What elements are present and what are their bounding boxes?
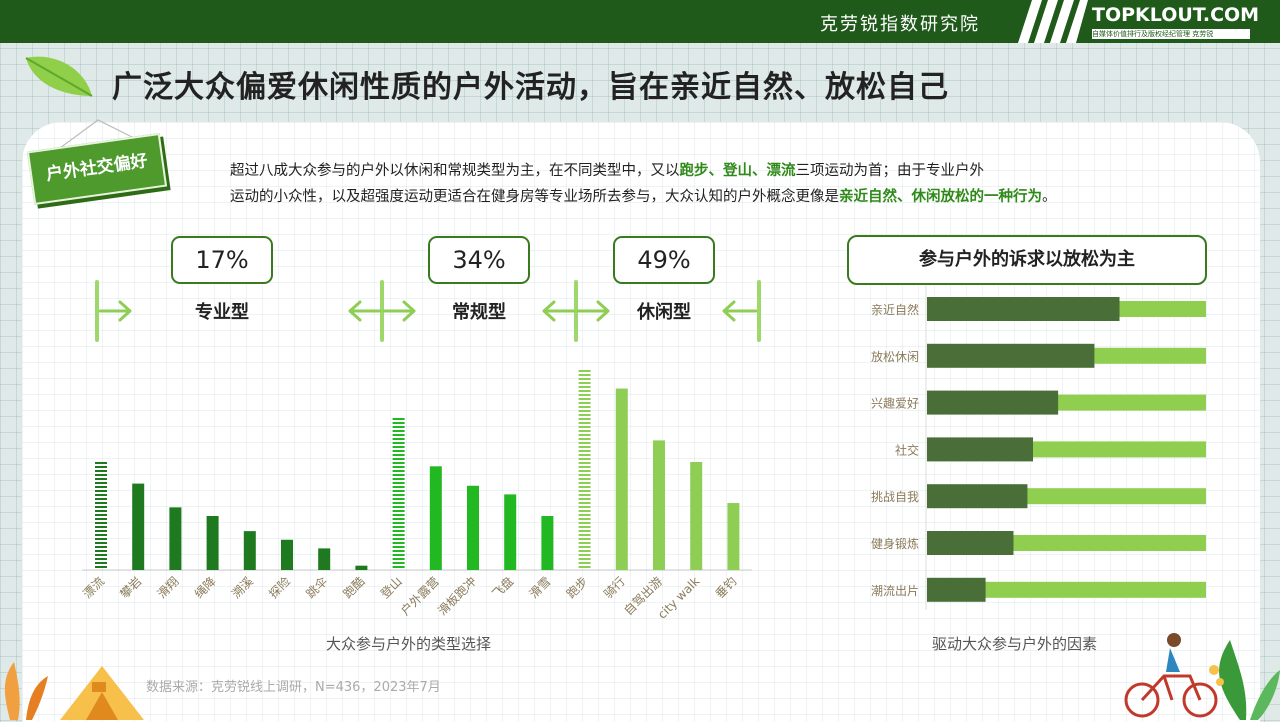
logo-stripes-icon — [1018, 0, 1088, 43]
hbar-track — [927, 581, 1206, 598]
bar — [206, 516, 219, 570]
bar — [243, 531, 256, 570]
segment-leisure: 49% 休闲型 — [613, 236, 715, 323]
bars — [95, 370, 740, 570]
bar — [318, 548, 331, 570]
desc-text-4: 。 — [1042, 189, 1057, 205]
hbar — [927, 297, 1120, 321]
hbar — [927, 390, 1059, 415]
desc-text-3: 运动的小众性，以及超强度运动更适合在健身房等专业场所去参与，大众认知的户外概念更… — [230, 189, 839, 205]
segment-label: 休闲型 — [636, 301, 691, 323]
y-tick-label: 兴趣爱好 — [871, 396, 919, 411]
desc-highlight-1: 跑步、登山、漂流 — [679, 163, 796, 179]
right-chart-caption: 驱动大众参与户外的因素 — [932, 635, 1098, 653]
y-tick-label: 社交 — [895, 442, 919, 457]
hbar — [927, 484, 1028, 509]
segment-professional: 17% 专业型 — [171, 236, 273, 323]
y-tick-label: 挑战自我 — [871, 490, 919, 504]
bar — [504, 494, 517, 570]
bar — [653, 440, 665, 570]
y-tick-label: 亲近自然 — [871, 302, 919, 317]
description: 超过八成大众参与的户外以休闲和常规类型为主，在不同类型中，又以跑步、登山、漂流三… — [230, 158, 1130, 210]
bar — [169, 507, 182, 570]
bar — [615, 388, 628, 570]
bar — [95, 462, 107, 568]
hbar — [927, 343, 1095, 368]
hbar — [927, 531, 1014, 555]
y-tick-label: 放松休闲 — [871, 349, 919, 364]
desc-text-1: 超过八成大众参与的户外以休闲和常规类型为主，在不同类型中，又以 — [230, 163, 680, 179]
plant-left-icon — [4, 662, 48, 720]
hbar — [927, 437, 1034, 462]
tag-strings — [59, 119, 143, 148]
logo-subtitle: 自媒体价值排行及版权经纪管理 克劳锐 — [1092, 29, 1250, 39]
segment-dividers — [95, 280, 761, 342]
org-name: 克劳锐指数研究院 — [820, 14, 980, 35]
bar — [132, 483, 145, 570]
cyclist-icon — [1124, 633, 1218, 718]
desc-highlight-2: 亲近自然、休闲放松的一种行为 — [839, 189, 1042, 205]
bar — [392, 418, 405, 568]
segment-label: 专业型 — [195, 301, 249, 323]
segment-label: 常规型 — [452, 301, 506, 323]
segment-pct: 34% — [452, 246, 505, 274]
data-source: 数据来源：克劳锐线上调研，N=436，2023年7月 — [146, 680, 441, 695]
logo-text: TOPKLOUT.COM — [1092, 4, 1260, 26]
tent-icon — [60, 666, 144, 720]
y-tick-label: 潮流出片 — [871, 583, 919, 598]
leaf-icon — [25, 56, 93, 97]
segment-regular: 34% 常规型 — [428, 236, 530, 323]
segment-pct: 49% — [637, 246, 690, 274]
arrow-icon — [98, 300, 758, 322]
bar — [578, 370, 591, 568]
desc-text-2: 三项运动为首；由于专业户外 — [795, 163, 985, 179]
segment-pct: 17% — [195, 246, 248, 274]
bar — [467, 485, 479, 570]
plant-right-icon — [1209, 640, 1280, 720]
right-chart-title: 参与户外的诉求以放松为主 — [847, 235, 1207, 285]
bar — [727, 503, 740, 570]
bar — [355, 565, 368, 570]
left-chart-caption: 大众参与户外的类型选择 — [326, 635, 492, 653]
header-bar: 克劳锐指数研究院 TOPKLOUT.COM 自媒体价值排行及版权经纪管理 克劳锐 — [0, 0, 1280, 43]
bar — [690, 462, 703, 570]
content-card — [22, 122, 1260, 722]
logo: TOPKLOUT.COM 自媒体价值排行及版权经纪管理 克劳锐 — [1092, 4, 1259, 39]
bar — [281, 539, 293, 570]
hbar — [927, 577, 986, 602]
y-tick-label: 健身锻炼 — [871, 536, 919, 551]
page-title: 广泛大众偏爱休闲性质的户外活动，旨在亲近自然、放松自己 — [112, 70, 949, 105]
bar — [429, 466, 442, 570]
bar — [541, 516, 554, 570]
